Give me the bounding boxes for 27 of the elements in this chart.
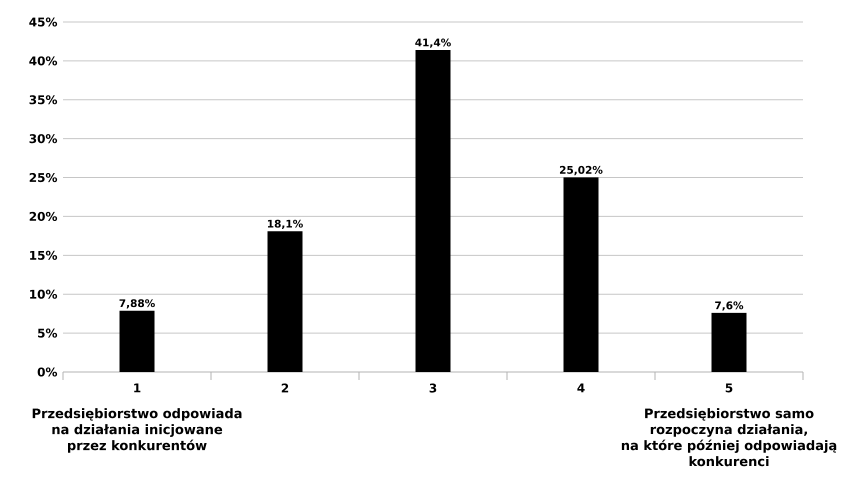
y-tick-label: 30%: [30, 134, 58, 144]
data-label: 41,4%: [415, 38, 451, 48]
x-tick-label: 3: [430, 384, 436, 393]
bar: [564, 177, 599, 372]
x-tick-label: 1: [134, 384, 140, 392]
y-tick-label: 45%: [29, 17, 58, 27]
bar: [416, 50, 451, 372]
data-label: 7,88%: [120, 299, 155, 308]
text: Przedsiębiorstwo odpowiada na działania inicjowane przez konkurentów: [32, 408, 242, 453]
y-tick-label: 40%: [29, 56, 58, 66]
x-tick-label: 5: [726, 384, 732, 392]
bar: [120, 310, 155, 372]
y-tick-label: 0%: [38, 367, 58, 377]
data-label: 18,1%: [268, 220, 303, 230]
x-tick-label: 4: [577, 384, 585, 392]
y-tick-label: 5%: [38, 328, 58, 338]
y-tick-label: 35%: [30, 95, 58, 104]
x-tick-label: 2: [282, 384, 288, 392]
data-label: 25,02%: [560, 166, 603, 176]
y-tick-label: 20%: [30, 212, 58, 221]
bar: [268, 231, 303, 372]
data-label: 7,6%: [715, 301, 744, 311]
text: Przedsiębiorstwo samo rozpoczyna działania, na które później odpowiadają konkurenci: [622, 408, 836, 466]
y-tick-label: 15%: [30, 250, 58, 260]
y-tick-label: 10%: [30, 290, 58, 299]
y-tick-label: 25%: [30, 173, 58, 182]
bar: [712, 312, 746, 372]
